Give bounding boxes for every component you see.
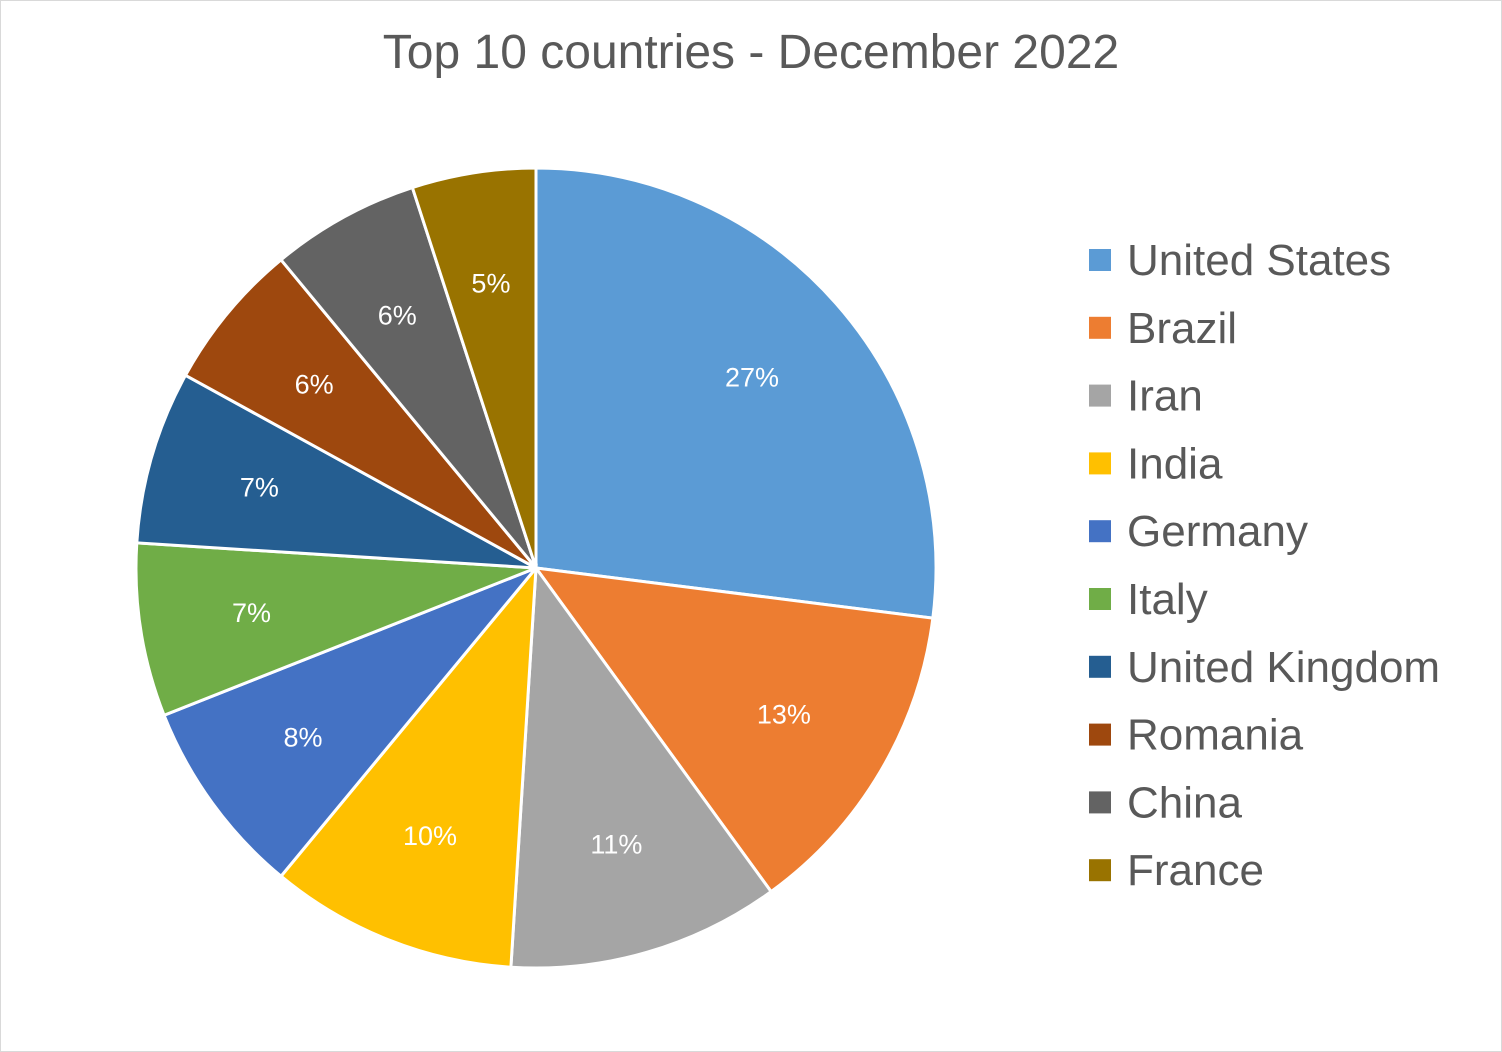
legend-swatch-france: [1089, 859, 1111, 882]
slice-label-china: 6%: [378, 301, 417, 331]
pie-slice-iran: [509, 563, 774, 970]
legend-swatch-germany: [1089, 520, 1111, 543]
legend-label-china: China: [1127, 778, 1242, 827]
legend-label-france: France: [1127, 846, 1264, 895]
slice-label-romania: 6%: [295, 369, 334, 399]
pie-slice-china: [278, 185, 538, 569]
legend-swatch-romania: [1089, 723, 1111, 746]
legend-label-iran: Iran: [1127, 372, 1203, 421]
legend-swatch-italy: [1089, 588, 1111, 610]
chart-title: Top 10 countries - December 2022: [383, 26, 1119, 79]
legend: United States Brazil Iran India Germany Italy…: [1089, 236, 1440, 895]
legend-label-brazil: Brazil: [1127, 304, 1237, 353]
legend-swatch-brazil: [1089, 316, 1111, 339]
slice-label-france: 5%: [471, 269, 510, 299]
slice-label-germany: 8%: [283, 722, 322, 752]
slice-labels: 27% 13% 11% 10% 8% 7% 7% 6% 6% 5%: [232, 269, 811, 860]
legend-swatch-india: [1089, 452, 1111, 475]
slice-label-iran: 11%: [590, 830, 642, 860]
pie-slice-germany: [162, 566, 538, 879]
slice-label-united-states: 27%: [725, 363, 779, 393]
legend-label-united-kingdom: United Kingdom: [1127, 643, 1440, 692]
legend-swatch-iran: [1089, 384, 1111, 407]
pie-slice-india: [278, 563, 538, 969]
legend-swatch-united-kingdom: [1089, 655, 1111, 678]
pie-slices: [134, 166, 938, 970]
legend-label-germany: Germany: [1127, 507, 1308, 556]
pie-slice-italy: [134, 541, 537, 718]
slice-label-brazil: 13%: [757, 700, 811, 730]
slice-label-india: 10%: [403, 821, 457, 851]
pie-slice-brazil: [532, 566, 935, 894]
slice-label-united-kingdom: 7%: [240, 473, 279, 503]
legend-label-india: India: [1127, 439, 1223, 488]
legend-label-romania: Romania: [1127, 711, 1304, 760]
legend-label-italy: Italy: [1127, 575, 1208, 624]
pie-slice-france: [410, 166, 538, 569]
legend-label-united-states: United States: [1127, 236, 1391, 285]
pie-slice-united-kingdom: [135, 373, 537, 570]
legend-swatch-china: [1089, 791, 1111, 814]
legend-swatch-united-states: [1089, 249, 1111, 271]
slice-label-italy: 7%: [232, 598, 271, 628]
pie-slice-romania: [183, 257, 538, 570]
pie-slice-united-states: [534, 166, 938, 620]
